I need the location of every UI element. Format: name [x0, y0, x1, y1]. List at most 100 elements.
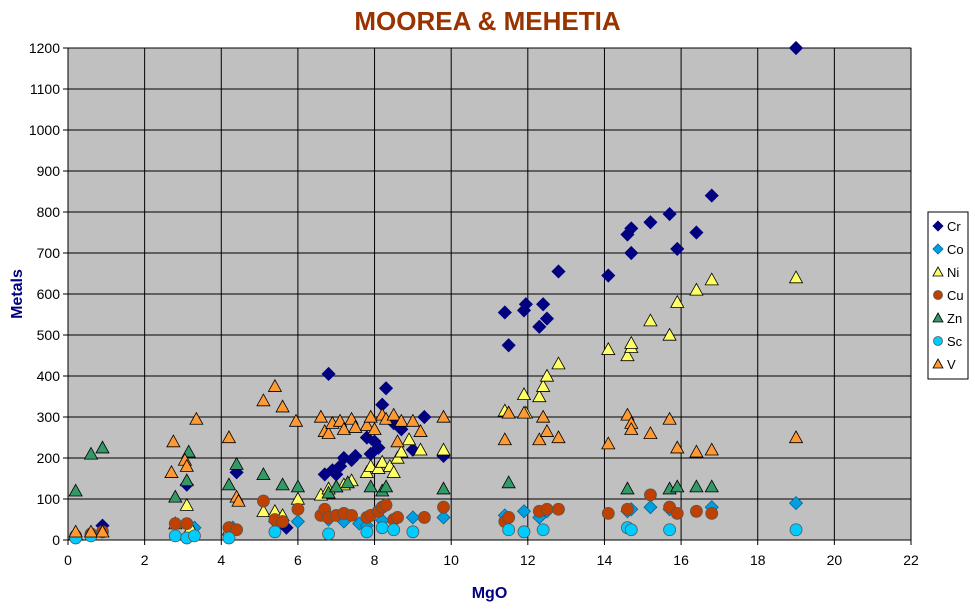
data-point-cu	[276, 515, 289, 528]
data-point-sc	[624, 523, 638, 537]
data-point-sc	[406, 525, 420, 539]
data-point-cr	[689, 225, 704, 240]
data-point-ni	[689, 282, 704, 296]
y-tick-label: 300	[37, 409, 61, 425]
legend-marker-co	[932, 243, 944, 255]
data-point-zn	[378, 479, 394, 493]
data-point-ni	[256, 503, 271, 517]
data-point-cu	[690, 504, 703, 518]
data-point-ni	[386, 465, 401, 478]
data-point-cr	[704, 188, 719, 203]
data-point-sc	[517, 525, 531, 539]
data-point-v	[348, 419, 363, 433]
data-point-zn	[501, 475, 516, 489]
data-point-v	[662, 411, 677, 425]
data-point-v	[95, 524, 110, 538]
y-tick-label: 600	[37, 286, 61, 302]
data-point-ni	[179, 497, 194, 511]
legend-marker-ni	[932, 266, 944, 277]
legend-label-sc: Sc	[947, 334, 963, 349]
data-point-v	[539, 424, 555, 437]
data-point-v	[501, 405, 516, 419]
data-point-cr	[501, 338, 516, 353]
data-point-sc	[789, 523, 803, 537]
data-point-sc	[222, 531, 236, 545]
data-point-cr	[601, 268, 616, 283]
data-point-v	[164, 465, 179, 478]
x-tick-label: 12	[520, 552, 536, 568]
data-point-v	[394, 413, 409, 427]
x-tick-label: 20	[827, 552, 843, 568]
data-point-v	[413, 424, 428, 437]
y-tick-label: 800	[37, 204, 61, 220]
x-tick-label: 16	[673, 552, 689, 568]
data-point-cu	[601, 506, 615, 520]
data-point-cr	[348, 448, 363, 464]
data-point-cu	[644, 488, 657, 502]
data-point-cr	[371, 440, 386, 455]
data-point-cr	[417, 409, 432, 425]
x-tick-label: 22	[903, 552, 919, 568]
data-point-zn	[179, 473, 194, 487]
data-point-cr	[624, 245, 639, 261]
data-point-co	[643, 500, 658, 515]
data-point-v	[532, 432, 547, 446]
data-point-v	[179, 458, 194, 472]
data-point-ni	[601, 342, 616, 355]
data-point-ni	[516, 387, 532, 401]
data-point-v	[275, 399, 290, 413]
legend-label-v: V	[947, 357, 956, 372]
data-point-v	[83, 524, 99, 538]
data-point-v	[535, 409, 551, 423]
data-point-cr	[536, 297, 551, 312]
legend-marker-v	[932, 358, 944, 369]
data-point-co	[516, 504, 532, 519]
x-tick-label: 10	[443, 552, 459, 568]
x-tick-label: 2	[141, 552, 149, 568]
data-point-v	[624, 421, 639, 435]
data-point-v	[231, 493, 246, 507]
data-point-v	[386, 407, 401, 421]
data-point-v	[313, 409, 329, 423]
data-point-v	[390, 434, 405, 448]
data-point-cu	[552, 502, 565, 516]
data-point-co	[788, 496, 804, 511]
data-point-cr	[662, 206, 677, 222]
chart-title: MOOREA & MEHETIA	[354, 6, 621, 36]
data-point-v	[436, 409, 451, 423]
legend-marker-zn	[932, 312, 944, 323]
x-tick-label: 4	[217, 552, 225, 568]
data-point-v	[321, 426, 336, 440]
data-point-zn	[275, 477, 290, 491]
data-point-v	[189, 411, 204, 425]
data-point-v	[643, 426, 658, 440]
legend-label-co: Co	[947, 242, 964, 257]
data-point-cu	[168, 517, 182, 530]
data-point-sc	[536, 523, 550, 537]
data-point-zn	[436, 481, 451, 495]
x-tick-label: 6	[294, 552, 302, 568]
data-point-ni	[670, 294, 685, 308]
data-point-zn	[229, 456, 244, 470]
data-point-v	[788, 430, 804, 444]
data-point-sc	[375, 521, 389, 535]
data-point-cu	[540, 502, 554, 516]
data-point-ni	[551, 356, 566, 370]
data-point-ni	[624, 335, 639, 349]
data-point-v	[497, 432, 513, 446]
y-tick-label: 1100	[30, 81, 60, 97]
data-point-cu	[670, 506, 684, 520]
data-point-v	[221, 430, 237, 444]
data-point-ni	[620, 348, 635, 362]
data-point-v	[689, 444, 704, 458]
legend-marker-sc	[933, 336, 943, 346]
y-tick-label: 100	[37, 491, 61, 507]
y-tick-label: 200	[37, 450, 61, 466]
data-point-sc	[663, 523, 676, 537]
data-point-cu	[230, 523, 244, 537]
data-point-v	[267, 378, 283, 392]
data-point-v	[551, 430, 566, 444]
data-point-ni	[788, 270, 804, 284]
data-point-cu	[180, 517, 194, 530]
data-point-zn	[329, 479, 344, 493]
